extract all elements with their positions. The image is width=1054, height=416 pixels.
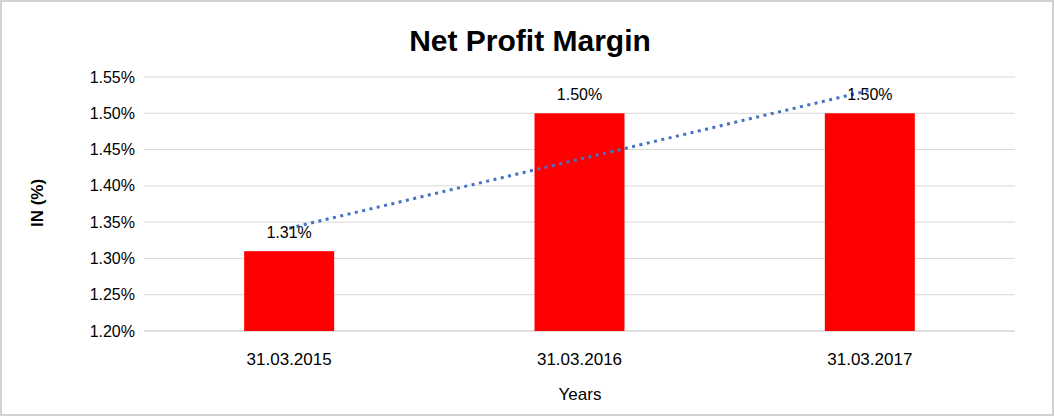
y-tick-label: 1.45% [90,141,135,158]
y-tick-label: 1.35% [90,214,135,231]
y-axis-title: IN (%) [28,179,47,227]
bar [535,113,625,331]
y-tick-label: 1.20% [90,323,135,340]
x-axis-tick-labels: 31.03.2015 31.03.2016 31.03.2017 [247,350,913,369]
bar-data-label: 1.50% [847,86,892,103]
bar [825,113,915,331]
y-tick-label: 1.55% [90,69,135,86]
bar-data-label: 1.50% [557,86,602,103]
bar-data-label: 1.31% [266,224,311,241]
x-tick-label: 31.03.2015 [247,350,332,369]
y-tick-label: 1.50% [90,105,135,122]
x-tick-label: 31.03.2017 [827,350,912,369]
y-tick-label: 1.25% [90,286,135,303]
net-profit-margin-chart: 1.20% 1.25% 1.30% 1.35% 1.40% 1.45% 1.50% 1.55%… [2,2,1054,416]
net-profit-margin-chart-page: 1.20% 1.25% 1.30% 1.35% 1.40% 1.45% 1.50% 1.55%… [0,0,1054,416]
y-tick-label: 1.40% [90,177,135,194]
chart-title: Net Profit Margin [409,24,651,57]
x-tick-label: 31.03.2016 [537,350,622,369]
y-axis-tick-labels: 1.20% 1.25% 1.30% 1.35% 1.40% 1.45% 1.50% 1.55% [90,69,135,340]
x-axis-title: Years [559,385,602,404]
chart-frame: 1.20% 1.25% 1.30% 1.35% 1.40% 1.45% 1.50% 1.55%… [0,0,1054,416]
bar [244,251,334,331]
y-tick-label: 1.30% [90,250,135,267]
